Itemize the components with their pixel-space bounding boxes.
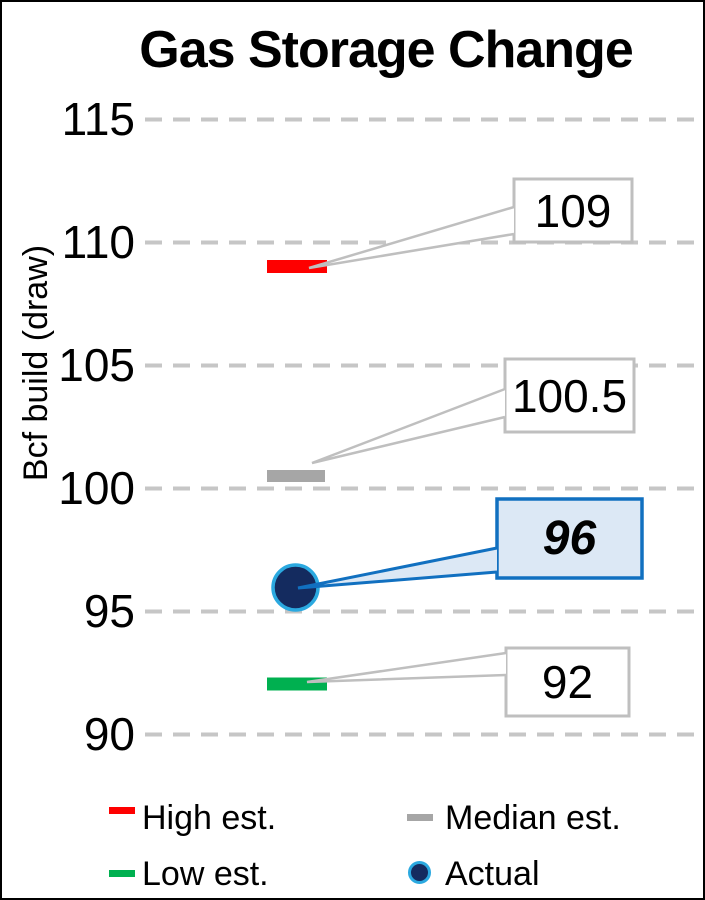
callout-low [306, 646, 631, 718]
callout-high [308, 177, 634, 270]
y-tick-110: 110 [61, 216, 135, 268]
median-est-marker [267, 470, 325, 482]
median-est-legend-label: Median est. [445, 799, 621, 837]
chart-title: Gas Storage Change [139, 21, 633, 79]
low-est-legend-swatch [109, 870, 135, 877]
callout-actual-box [495, 497, 644, 580]
callout-low-label: 92 [541, 656, 594, 708]
callout-low-box [504, 646, 631, 718]
callout-high-tail-outline [308, 205, 515, 270]
actual-legend-label: Actual [445, 855, 540, 893]
callout-high-label: 109 [534, 184, 612, 237]
low-est-legend-label: Low est. [142, 855, 269, 893]
y-tick-95: 95 [83, 585, 135, 637]
callout-high-box [512, 177, 634, 244]
y-tick-90: 90 [83, 708, 135, 760]
actual-legend-swatch [408, 861, 431, 884]
callout-actual-label: 96 [542, 512, 597, 565]
callout-median [311, 357, 636, 465]
y-tick-105: 105 [58, 339, 135, 391]
high-est-legend-swatch [109, 807, 135, 814]
callout-actual [297, 497, 644, 590]
callout-median-label: 100.5 [511, 369, 628, 422]
y-tick-115: 115 [61, 93, 135, 145]
high-est-legend-label: High est. [142, 799, 277, 837]
high-est-marker [267, 260, 327, 273]
median-est-legend-swatch [407, 814, 433, 821]
callout-median-tail-outline [311, 387, 506, 465]
callout-low-tail-outline [306, 651, 507, 684]
y-tick-100: 100 [58, 462, 135, 514]
callout-actual-tail-outline [297, 546, 498, 590]
